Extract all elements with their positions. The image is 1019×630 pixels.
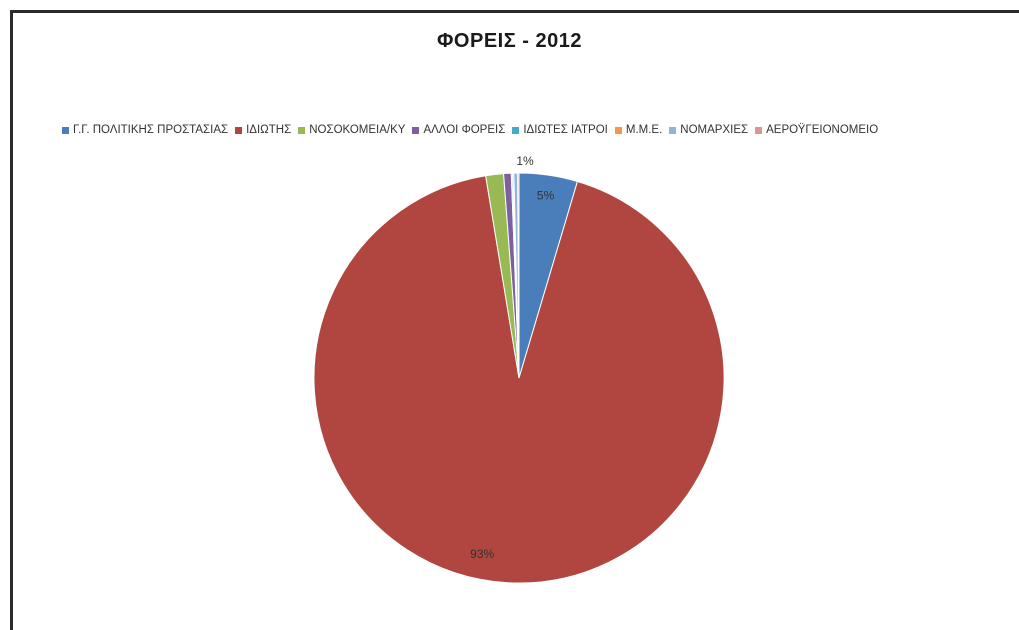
legend-item: ΑΕΡΟΫΓΕΙΟΝΟΜΕΙΟ [755,124,878,136]
legend-item: Μ.Μ.Ε. [614,124,663,136]
legend-label: Γ.Γ. ΠΟΛΙΤΙΚΗΣ ΠΡΟΣΤΑΣΙΑΣ [73,124,229,136]
legend-label: ΑΕΡΟΫΓΕΙΟΝΟΜΕΙΟ [766,124,879,136]
chart-legend: Γ.Γ. ΠΟΛΙΤΙΚΗΣ ΠΡΟΣΤΑΣΙΑΣ ΙΔΙΩΤΗΣ ΝΟΣΟΚΟΜΕ… [62,124,1019,136]
legend-label: ΙΔΙΩΤΗΣ [246,124,292,136]
legend-swatch [235,126,243,134]
pie-slice [517,172,520,379]
legend-swatch [614,126,622,134]
legend-swatch [669,126,677,134]
legend-swatch [755,126,763,134]
pie-slice [313,175,725,584]
legend-item: Γ.Γ. ΠΟΛΙΤΙΚΗΣ ΠΡΟΣΤΑΣΙΑΣ [62,124,228,136]
legend-swatch [412,126,420,134]
data-label: 1% [516,154,534,168]
legend-item: ΙΔΙΩΤΗΣ [235,124,291,136]
legend-swatch [62,126,69,134]
legend-label: ΑΛΛΟΙ ΦΟΡΕΙΣ [423,124,506,136]
legend-swatch [298,126,306,134]
legend-swatch [512,126,520,134]
data-label: 93% [470,547,494,561]
legend-item: ΑΛΛΟΙ ΦΟΡΕΙΣ [412,124,505,136]
legend-item: ΝΟΣΟΚΟΜΕΙΑ/ΚΥ [298,124,405,136]
legend-label: ΝΟΣΟΚΟΜΕΙΑ/ΚΥ [309,124,406,136]
legend-label: ΝΟΜΑΡΧΙΕΣ [680,124,749,136]
legend-item: ΙΔΙΩΤΕΣ ΙΑΤΡΟΙ [512,124,608,136]
data-label: 5% [537,188,555,202]
chart-title: ΦΟΡΕΙΣ - 2012 [437,30,582,52]
legend-label: Μ.Μ.Ε. [625,124,663,136]
legend-label: ΙΔΙΩΤΕΣ ΙΑΤΡΟΙ [523,124,608,136]
legend-item: ΝΟΜΑΡΧΙΕΣ [669,124,748,136]
